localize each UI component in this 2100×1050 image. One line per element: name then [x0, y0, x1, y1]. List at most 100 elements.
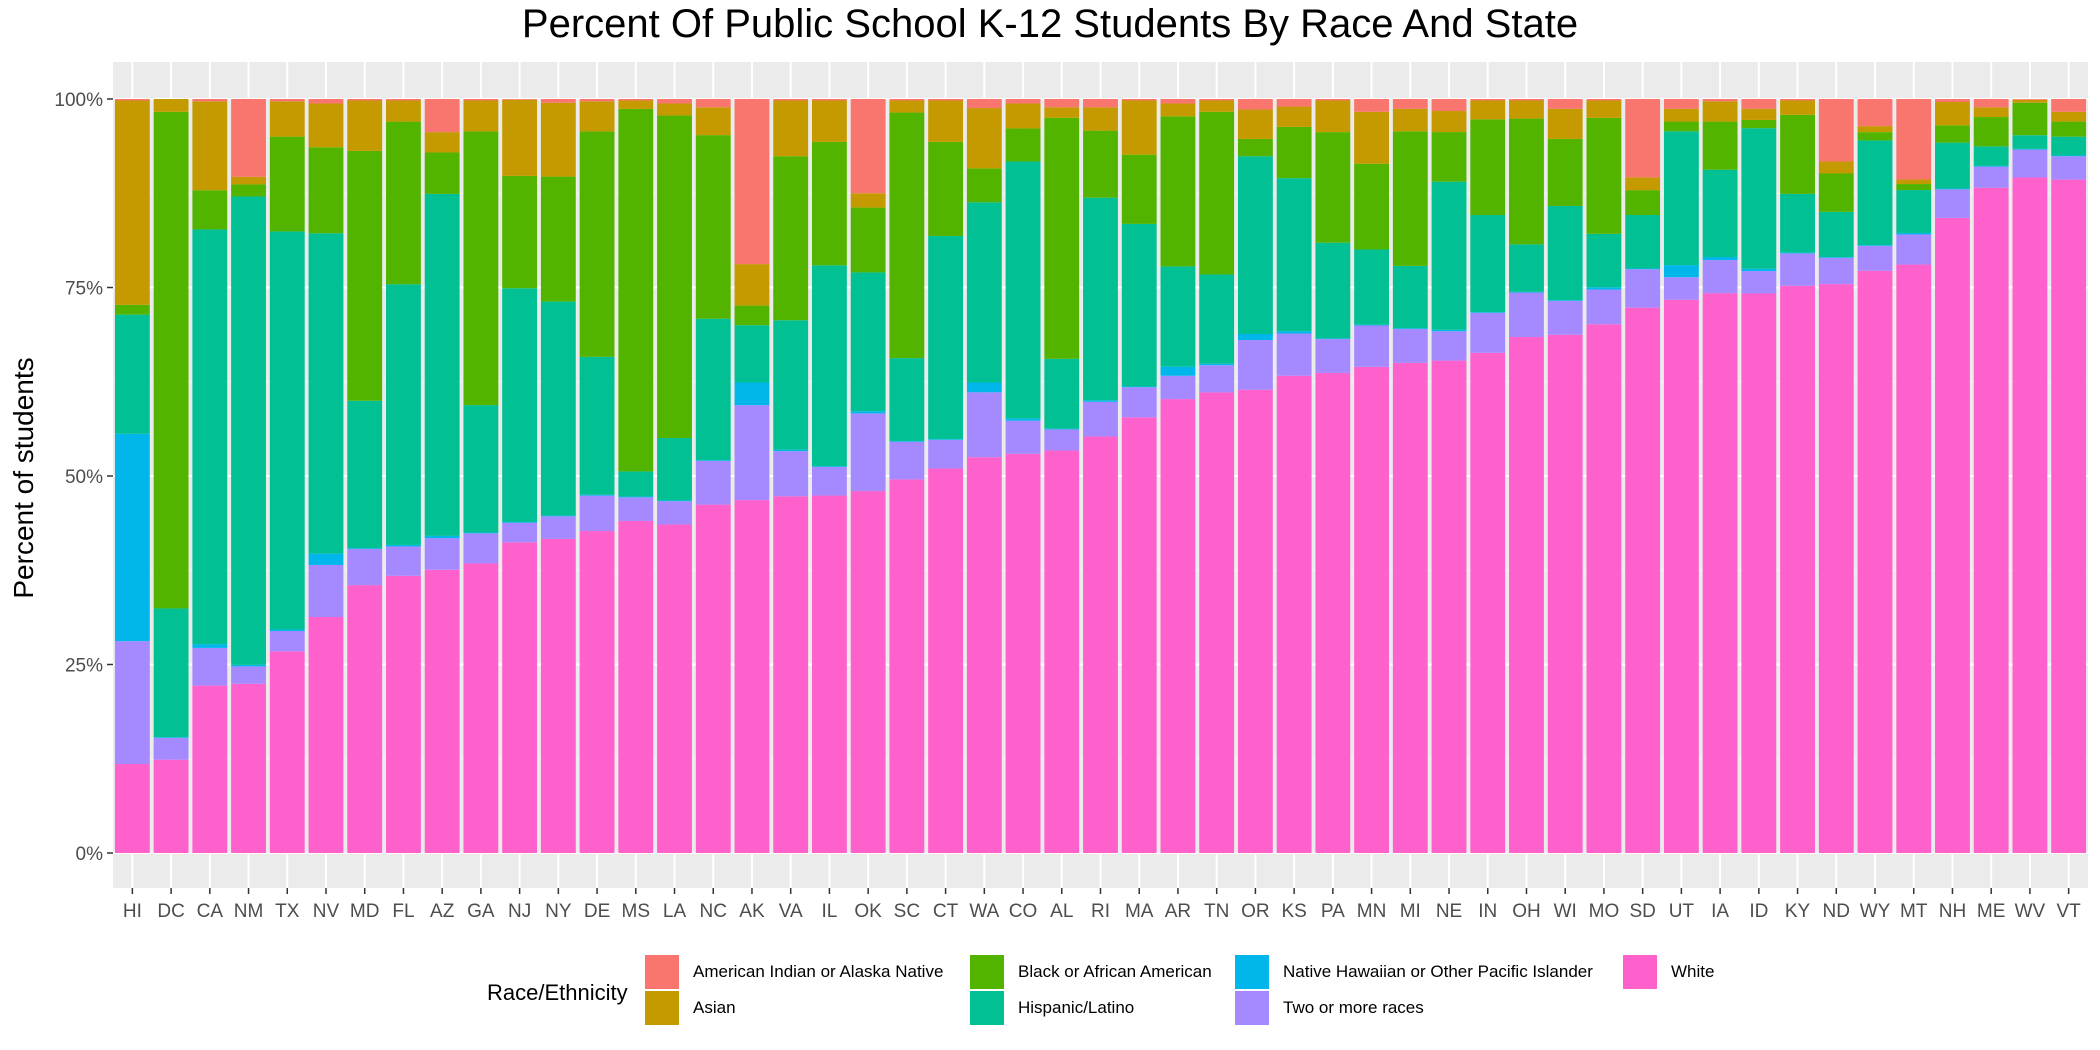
bar-segment-ca-american-indian-or-alaska-native — [192, 99, 228, 102]
bar-segment-al-american-indian-or-alaska-native — [1044, 99, 1080, 108]
bar-segment-id-black-or-african-american — [1741, 119, 1777, 129]
bar-segment-ma-american-indian-or-alaska-native — [1121, 99, 1157, 101]
bar-segment-in-native-hawaiian-or-other-pacific-islander — [1470, 312, 1506, 313]
bar-segment-ky-hispanic-latino — [1780, 193, 1815, 253]
x-tick-label-hi: HI — [123, 901, 142, 922]
bar-segment-pa-native-hawaiian-or-other-pacific-islander — [1315, 338, 1351, 340]
bar-segment-ia-two-or-more-races — [1702, 260, 1738, 294]
bar-segment-wy-white — [1857, 270, 1893, 853]
legend-label: Asian — [693, 998, 736, 1017]
bar-segment-ga-two-or-more-races — [463, 533, 499, 564]
bar-segment-sc-asian — [889, 100, 925, 113]
bar-segment-ms-white — [618, 520, 654, 853]
legend-item: Native Hawaiian or Other Pacific Islande… — [1235, 955, 1593, 989]
bar-segment-sc-native-hawaiian-or-other-pacific-islander — [889, 440, 925, 442]
bar-segment-wy-two-or-more-races — [1857, 245, 1893, 271]
x-tick-label-al: AL — [1050, 901, 1073, 922]
bar-segment-mi-asian — [1392, 108, 1428, 132]
bar-segment-nv-white — [308, 617, 344, 853]
bar-segment-nh-native-hawaiian-or-other-pacific-islander — [1935, 188, 1970, 190]
bar-segment-oh-asian — [1509, 100, 1544, 119]
bar-segment-mt-hispanic-latino — [1896, 190, 1932, 233]
legend-label: Black or African American — [1018, 962, 1212, 981]
bar-segment-ak-black-or-african-american — [734, 305, 770, 326]
bar-segment-va-hispanic-latino — [773, 320, 809, 450]
bar-segment-nv-two-or-more-races — [308, 564, 344, 617]
bar-segment-mn-hispanic-latino — [1354, 249, 1389, 325]
bar-segment-id-american-indian-or-alaska-native — [1741, 99, 1777, 109]
bar-segment-pa-american-indian-or-alaska-native — [1315, 99, 1351, 101]
bar-segment-wv-white — [2012, 177, 2048, 854]
bar-segment-tx-black-or-african-american — [269, 136, 305, 232]
bar-segment-dc-native-hawaiian-or-other-pacific-islander — [153, 737, 189, 738]
x-tick-label-nv: NV — [313, 901, 340, 922]
bar-segment-mn-native-hawaiian-or-other-pacific-islander — [1354, 324, 1389, 326]
bar-segment-la-two-or-more-races — [657, 501, 692, 525]
x-tick-label-oh: OH — [1512, 901, 1541, 922]
bar-segment-mi-black-or-african-american — [1392, 131, 1428, 266]
x-tick-label-ri: RI — [1091, 901, 1110, 922]
bar-segment-ma-hispanic-latino — [1121, 223, 1157, 387]
bar-segment-ny-american-indian-or-alaska-native — [540, 99, 576, 103]
bar-segment-nc-white — [695, 504, 731, 853]
bar-segment-md-two-or-more-races — [347, 548, 383, 586]
bar-segment-oh-hispanic-latino — [1509, 244, 1544, 292]
bar-segment-vt-two-or-more-races — [2051, 156, 2087, 180]
bar-segment-ca-hispanic-latino — [192, 229, 228, 645]
bar-segment-tx-two-or-more-races — [269, 631, 305, 652]
bar-segment-mt-asian — [1896, 179, 1932, 185]
bar-segment-vt-white — [2051, 179, 2087, 854]
bar-segment-nv-hispanic-latino — [308, 233, 344, 554]
x-tick-label-ak: AK — [739, 901, 765, 922]
bar-segment-nm-american-indian-or-alaska-native — [231, 99, 266, 177]
bar-segment-ne-white — [1431, 360, 1467, 853]
bar-segment-mn-black-or-african-american — [1354, 163, 1389, 250]
bar-segment-ms-american-indian-or-alaska-native — [618, 99, 654, 101]
bar-segment-dc-hispanic-latino — [153, 608, 189, 738]
bar-segment-oh-white — [1509, 337, 1544, 853]
bar-segment-ma-native-hawaiian-or-other-pacific-islander — [1121, 386, 1157, 388]
legend-label: Two or more races — [1283, 998, 1424, 1017]
y-tick-label: 100% — [54, 90, 103, 111]
x-axis: HI DC CA NM TX NV MD FL AZ GA NJ NY DE MS LA NC AK VA IL OK… — [123, 888, 2081, 922]
bar-segment-ut-american-indian-or-alaska-native — [1663, 99, 1699, 109]
bar-segment-ga-american-indian-or-alaska-native — [463, 99, 499, 101]
bar-segment-ne-hispanic-latino — [1431, 181, 1467, 330]
bar-segment-ct-asian — [928, 100, 964, 142]
bar-segment-ia-white — [1702, 293, 1738, 853]
x-tick-label-nh: NH — [1939, 901, 1966, 922]
bar-segment-hi-native-hawaiian-or-other-pacific-islander — [114, 433, 150, 642]
bar-segment-wa-asian — [966, 108, 1002, 169]
bar-segment-ny-native-hawaiian-or-other-pacific-islander — [540, 515, 576, 517]
bar-segment-ky-native-hawaiian-or-other-pacific-islander — [1780, 252, 1815, 254]
stacked-bar-chart: 0% 25% 50% 75% 100% HI DC CA NM TX NV MD FL AZ GA NJ NY… — [54, 62, 2088, 922]
bar-segment-md-asian — [347, 100, 383, 151]
bar-segment-wi-white — [1547, 334, 1583, 853]
bar-segment-wv-hispanic-latino — [2012, 135, 2048, 149]
bar-segment-ks-american-indian-or-alaska-native — [1276, 99, 1312, 107]
bar-segment-mt-white — [1896, 264, 1932, 853]
bar-segment-tx-american-indian-or-alaska-native — [269, 99, 305, 102]
legend-key — [645, 955, 679, 989]
bar-segment-md-black-or-african-american — [347, 150, 383, 401]
bar-segment-md-american-indian-or-alaska-native — [347, 99, 383, 101]
bar-segment-ga-white — [463, 563, 499, 853]
bar-segment-wv-black-or-african-american — [2012, 102, 2048, 136]
bar-segment-nj-native-hawaiian-or-other-pacific-islander — [502, 521, 538, 523]
x-tick-label-me: ME — [1977, 901, 2006, 922]
bar-segment-la-white — [657, 524, 692, 853]
bar-segment-ar-american-indian-or-alaska-native — [1160, 99, 1196, 104]
bar-segment-wa-black-or-african-american — [966, 168, 1002, 203]
bar-segment-ut-hispanic-latino — [1663, 131, 1699, 266]
x-tick-label-ms: MS — [622, 901, 651, 922]
bar-segment-wy-black-or-african-american — [1857, 132, 1893, 141]
bar-segment-tx-native-hawaiian-or-other-pacific-islander — [269, 629, 305, 632]
bar-segment-nm-two-or-more-races — [231, 666, 266, 684]
x-tick-label-ks: KS — [1281, 901, 1306, 922]
bar-segment-nv-asian — [308, 103, 344, 148]
bar-segment-mi-white — [1392, 362, 1428, 853]
bar-segment-ma-asian — [1121, 100, 1157, 155]
bar-segment-ga-black-or-african-american — [463, 131, 499, 406]
bar-segment-ca-white — [192, 685, 228, 853]
bar-segment-ut-asian — [1663, 108, 1699, 122]
